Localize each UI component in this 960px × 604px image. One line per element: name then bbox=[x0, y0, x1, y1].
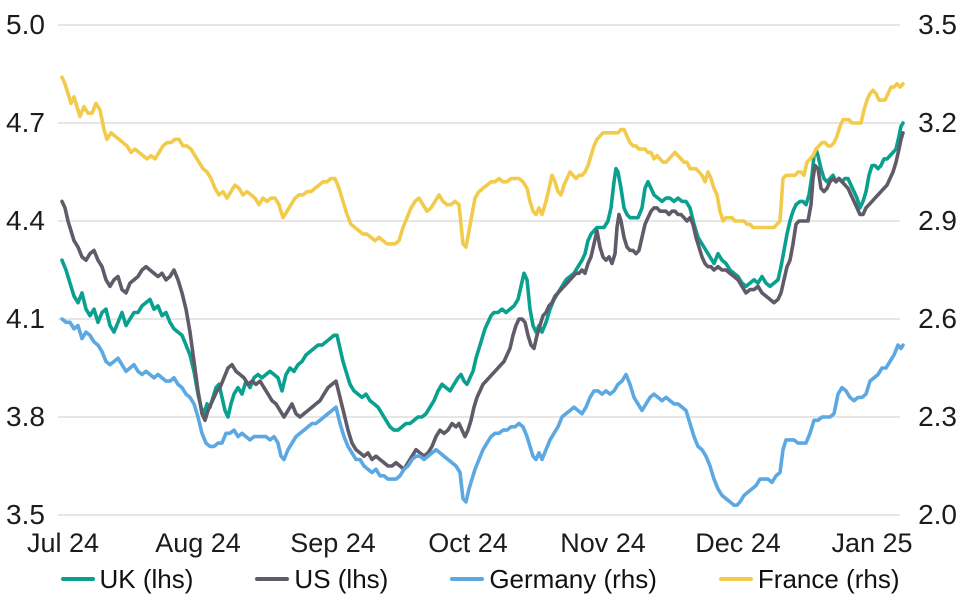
left-axis-tick: 4.1 bbox=[6, 303, 45, 334]
left-axis-tick: 4.7 bbox=[6, 107, 45, 138]
legend-swatch-uk bbox=[60, 577, 95, 581]
left-axis-tick: 5.0 bbox=[6, 9, 45, 40]
series-line-france bbox=[60, 75, 905, 249]
legend-item-us: US (lhs) bbox=[255, 566, 388, 592]
left-axis-tick: 3.5 bbox=[6, 499, 45, 530]
x-axis-tick: Sep 24 bbox=[290, 528, 376, 558]
legend-swatch-germany bbox=[450, 577, 485, 581]
left-axis-tick: 3.8 bbox=[6, 401, 45, 432]
legend-label-uk: UK (lhs) bbox=[99, 564, 194, 594]
right-axis-tick: 2.6 bbox=[918, 303, 957, 334]
x-axis-tick: Nov 24 bbox=[560, 528, 646, 558]
right-axis-tick: 2.0 bbox=[918, 499, 957, 530]
left-axis-tick: 4.4 bbox=[6, 205, 45, 236]
x-axis-tick: Jul 24 bbox=[26, 528, 100, 558]
x-axis-tick: Oct 24 bbox=[428, 528, 508, 558]
legend-item-uk: UK (lhs) bbox=[60, 564, 194, 594]
legend-item-france: France (rhs) bbox=[718, 564, 900, 594]
right-axis-tick: 3.2 bbox=[918, 107, 957, 138]
legend-label-france: France (rhs) bbox=[757, 564, 900, 594]
right-axis-tick: 2.9 bbox=[918, 205, 957, 236]
series-line-us bbox=[60, 131, 905, 472]
x-axis-tick: Dec 24 bbox=[695, 528, 781, 558]
series-line-germany bbox=[60, 317, 905, 508]
legend-item-germany: Germany (rhs) bbox=[450, 566, 657, 592]
legend-label-germany: Germany (rhs) bbox=[489, 564, 657, 594]
legend-label-us: US (lhs) bbox=[294, 564, 389, 594]
legend-swatch-france bbox=[718, 577, 753, 581]
right-axis-tick: 3.5 bbox=[918, 9, 957, 40]
legend-swatch-us bbox=[255, 577, 290, 581]
legend: UK (lhs) US (lhs) Germany (rhs) France (rhs… bbox=[0, 566, 960, 592]
x-axis-tick: Aug 24 bbox=[155, 528, 241, 558]
x-axis-tick: Jan 25 bbox=[831, 528, 913, 558]
right-axis-tick: 2.3 bbox=[918, 401, 957, 432]
